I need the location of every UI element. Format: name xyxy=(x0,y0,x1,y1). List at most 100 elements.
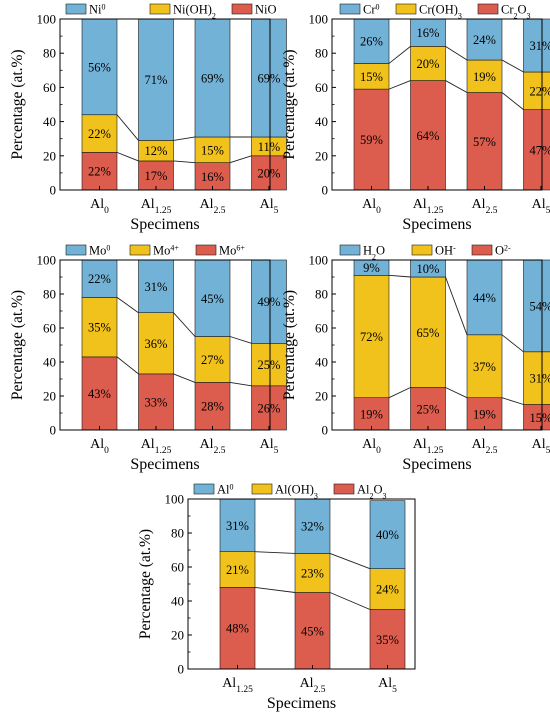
bar-segment xyxy=(369,568,406,610)
chart-panel-e: 48% 21% 31% 45% 23% 32% 35% 24% 40% 0 20 40 60 80 100 A… xyxy=(137,482,416,712)
y-tick-label: 40 xyxy=(43,355,56,370)
data-label: 26% xyxy=(360,35,383,49)
bar-segment xyxy=(219,551,256,588)
bar-segment xyxy=(194,259,231,337)
data-label: 19% xyxy=(473,407,496,421)
data-label: 72% xyxy=(360,330,383,344)
data-label: 10% xyxy=(417,262,440,276)
data-label: 59% xyxy=(360,133,383,147)
x-axis-title: Specimens xyxy=(130,216,199,233)
bar-segment xyxy=(294,498,331,554)
data-label: 20% xyxy=(258,166,281,180)
data-label: 15% xyxy=(360,70,383,84)
y-tick-label: 80 xyxy=(43,46,56,61)
y-tick-label: 40 xyxy=(315,114,328,129)
data-label: 31% xyxy=(530,372,550,386)
data-label: 15% xyxy=(530,411,550,425)
connector-line xyxy=(229,155,252,164)
data-label: 22% xyxy=(88,127,111,141)
connector-line xyxy=(388,387,411,399)
connector-line xyxy=(116,297,139,314)
data-label: 19% xyxy=(473,70,496,84)
connector-line xyxy=(173,136,196,141)
bar-segment xyxy=(194,136,231,163)
data-label: 36% xyxy=(145,337,168,351)
bar-segment xyxy=(81,152,118,191)
bar-segment xyxy=(251,385,287,431)
x-tick-label: Al5 xyxy=(532,197,550,216)
data-label: 56% xyxy=(88,60,111,74)
legend-swatch xyxy=(195,244,217,256)
connector-line xyxy=(329,592,371,610)
x-tick-label: Al2.5 xyxy=(200,197,226,216)
data-label: 20% xyxy=(417,57,440,71)
bar-segment xyxy=(353,18,390,64)
bar-segment xyxy=(353,274,390,398)
y-tick-label: 60 xyxy=(43,321,56,336)
y-tick-label: 40 xyxy=(171,594,184,609)
connector-line xyxy=(229,336,252,344)
x-tick-label: Al5 xyxy=(260,197,279,216)
y-tick-label: 0 xyxy=(50,183,57,198)
connector-line xyxy=(116,356,139,375)
x-tick-label: Al1.25 xyxy=(141,437,172,456)
legend-swatch xyxy=(395,3,417,15)
y-tick-label: 60 xyxy=(315,321,328,336)
data-label: 64% xyxy=(417,129,440,143)
connector-line xyxy=(501,397,524,405)
legend-swatch xyxy=(471,244,493,256)
x-tick-label: Al0 xyxy=(90,437,109,456)
legend-swatch xyxy=(251,483,273,495)
x-tick-label: Al5 xyxy=(532,437,550,456)
data-label: 31% xyxy=(226,519,249,533)
bar-segment xyxy=(410,46,446,81)
bar-segment xyxy=(353,88,390,191)
connector-line xyxy=(388,274,411,278)
bar-segment xyxy=(294,553,331,593)
data-label: 22% xyxy=(530,84,550,98)
y-axis-title: Percentage (at.%) xyxy=(9,49,26,159)
y-axis-title: Percentage (at.%) xyxy=(9,290,26,400)
bar-segment xyxy=(194,18,231,138)
data-label: 47% xyxy=(530,143,550,157)
data-label: 32% xyxy=(301,520,324,534)
x-tick-label: Al2.5 xyxy=(300,676,326,695)
y-tick-label: 40 xyxy=(315,355,328,370)
y-tick-label: 0 xyxy=(322,423,329,438)
data-label: 35% xyxy=(88,321,111,335)
bar-segment xyxy=(466,397,503,431)
data-label: 16% xyxy=(201,170,224,184)
data-label: 15% xyxy=(201,143,224,157)
x-tick-label: Al5 xyxy=(260,437,279,456)
bar-segment xyxy=(251,18,287,138)
data-label: 9% xyxy=(363,261,380,275)
y-tick-label: 20 xyxy=(43,148,56,163)
chart-panel-b: 59% 15% 26% 64% 20% 16% 57% 19% 24% 47% 22% 31% 0 20 4… xyxy=(281,2,550,233)
connector-line xyxy=(254,551,296,554)
bar-segment xyxy=(353,63,390,90)
connector-line xyxy=(254,586,296,593)
bar-segment xyxy=(138,160,174,191)
data-label: 57% xyxy=(473,135,496,149)
x-tick-label: Al1.25 xyxy=(413,437,444,456)
legend-swatch xyxy=(65,244,87,256)
bar-segment xyxy=(81,114,118,153)
connector-line xyxy=(445,387,468,399)
bar-segment xyxy=(353,397,390,431)
data-label: 23% xyxy=(301,566,324,580)
y-tick-label: 0 xyxy=(322,183,329,198)
x-tick-label: Al2.5 xyxy=(472,437,498,456)
x-axis-title: Specimens xyxy=(402,216,471,233)
legend-label: O2- xyxy=(495,243,511,258)
bar-segment xyxy=(466,92,503,191)
legend-swatch xyxy=(333,483,355,495)
legend-swatch xyxy=(231,3,253,15)
bar-segment xyxy=(219,587,256,670)
bar-segment xyxy=(523,71,550,110)
y-tick-label: 100 xyxy=(165,492,185,507)
legend-label: Mo0 xyxy=(89,243,110,258)
bar-segment xyxy=(369,609,406,670)
x-tick-label: Al0 xyxy=(90,197,109,216)
x-tick-label: Al0 xyxy=(362,437,381,456)
x-tick-label: Al5 xyxy=(378,676,397,695)
